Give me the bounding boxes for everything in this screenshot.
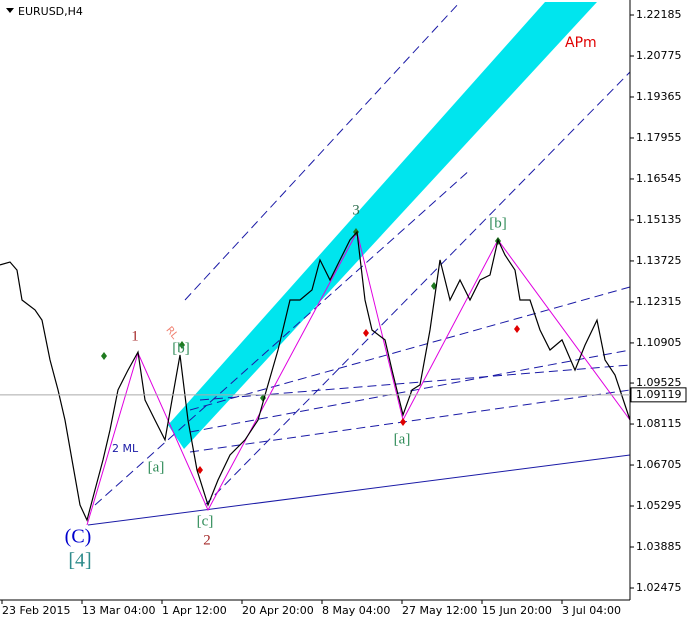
x-tick-label: 3 Jul 04:00 bbox=[562, 604, 621, 617]
wave-label: (C) bbox=[65, 526, 92, 548]
y-tick-label: 1.15135 bbox=[636, 213, 682, 226]
wave-label: [a] bbox=[394, 431, 411, 447]
line-label: APm bbox=[565, 35, 597, 51]
x-tick-label: 15 Jun 20:00 bbox=[482, 604, 552, 617]
x-tick-label: 13 Mar 04:00 bbox=[82, 604, 155, 617]
channel-line bbox=[189, 349, 631, 433]
x-tick-label: 23 Feb 2015 bbox=[2, 604, 70, 617]
y-tick-label: 1.13725 bbox=[636, 254, 682, 267]
title-icon bbox=[6, 8, 14, 13]
marker bbox=[514, 325, 520, 333]
line-label: 2 ML bbox=[112, 442, 139, 455]
y-tick-label: 1.06705 bbox=[636, 458, 682, 471]
trend-line bbox=[87, 454, 631, 526]
marker bbox=[197, 466, 203, 474]
price-line bbox=[0, 230, 631, 522]
marker bbox=[400, 418, 406, 426]
y-tick-label: 1.12315 bbox=[636, 295, 682, 308]
x-tick-label: 1 Apr 12:00 bbox=[162, 604, 227, 617]
y-tick-label: 1.17955 bbox=[636, 131, 682, 144]
wave-label: 2 bbox=[203, 532, 211, 548]
channel-line bbox=[184, 1, 461, 301]
channel-lines bbox=[94, 1, 631, 506]
marker bbox=[363, 329, 369, 337]
marker bbox=[101, 352, 107, 360]
y-tick-label: 1.22185 bbox=[636, 8, 682, 21]
current-price-box bbox=[630, 387, 687, 403]
wave-label: [4] bbox=[68, 550, 91, 572]
y-tick-label: 1.08115 bbox=[636, 417, 682, 430]
wave-label: 3 bbox=[352, 202, 360, 218]
y-tick-label: 1.09525 bbox=[636, 376, 682, 389]
wave-label: [a] bbox=[148, 459, 165, 475]
marker bbox=[179, 341, 185, 349]
wave-label: [b] bbox=[489, 215, 507, 231]
channel-line bbox=[189, 389, 631, 453]
channel-line bbox=[199, 364, 631, 401]
channel-band bbox=[168, 2, 597, 449]
x-tick-label: 27 May 12:00 bbox=[402, 604, 477, 617]
wave-label: 1 bbox=[131, 328, 139, 344]
y-tick-label: 1.16545 bbox=[636, 172, 682, 185]
y-tick-label: 1.03885 bbox=[636, 540, 682, 553]
channel-line bbox=[204, 71, 631, 506]
y-tick-label: 1.10905 bbox=[636, 336, 682, 349]
y-tick-label: 1.02475 bbox=[636, 581, 682, 594]
chart-title: EURUSD,H4 bbox=[18, 5, 83, 18]
current-price-label: 1.09119 bbox=[636, 388, 682, 401]
wave-label: [b] bbox=[172, 340, 190, 356]
x-tick-label: 8 May 04:00 bbox=[322, 604, 390, 617]
y-tick-label: 1.20775 bbox=[636, 49, 682, 62]
x-tick-label: 20 Apr 20:00 bbox=[242, 604, 314, 617]
channel-line bbox=[189, 286, 631, 411]
wave-label: [c] bbox=[197, 513, 214, 529]
y-tick-label: 1.19365 bbox=[636, 90, 682, 103]
y-tick-label: 1.05295 bbox=[636, 499, 682, 512]
